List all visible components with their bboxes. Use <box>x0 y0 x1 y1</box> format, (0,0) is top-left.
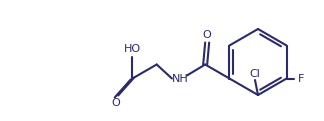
Text: F: F <box>297 73 304 83</box>
Text: HO: HO <box>124 45 141 54</box>
Text: O: O <box>203 30 212 41</box>
Text: NH: NH <box>171 75 188 84</box>
Text: Cl: Cl <box>249 69 260 79</box>
Text: O: O <box>111 98 120 109</box>
